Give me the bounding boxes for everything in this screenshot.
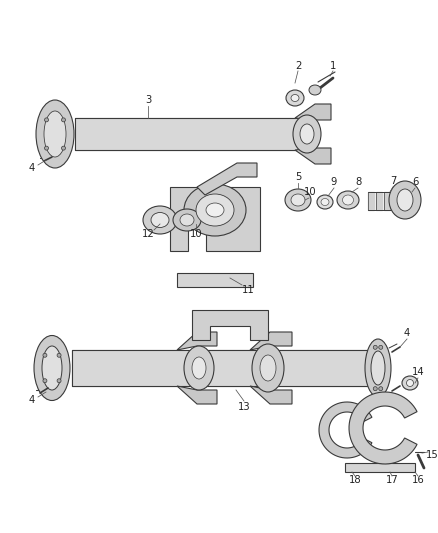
Ellipse shape [343, 195, 353, 205]
Text: 11: 11 [242, 285, 254, 295]
Polygon shape [392, 192, 398, 210]
Ellipse shape [373, 386, 377, 391]
Ellipse shape [406, 379, 413, 386]
Ellipse shape [291, 94, 299, 101]
Ellipse shape [45, 118, 49, 122]
Text: 10: 10 [190, 229, 202, 239]
Text: 7: 7 [390, 176, 396, 186]
Ellipse shape [365, 339, 391, 397]
Ellipse shape [206, 203, 224, 217]
Ellipse shape [34, 335, 70, 400]
Text: 13: 13 [238, 402, 250, 412]
Ellipse shape [321, 198, 329, 206]
Text: 12: 12 [141, 229, 154, 239]
Polygon shape [295, 148, 331, 164]
Text: 2: 2 [295, 61, 301, 71]
Ellipse shape [293, 115, 321, 153]
Polygon shape [177, 386, 217, 404]
Polygon shape [250, 332, 292, 350]
Ellipse shape [379, 386, 383, 391]
Ellipse shape [43, 379, 47, 383]
Ellipse shape [36, 100, 74, 168]
Ellipse shape [45, 146, 49, 150]
Text: 5: 5 [295, 172, 301, 182]
Polygon shape [170, 187, 260, 251]
Ellipse shape [184, 184, 246, 236]
Ellipse shape [397, 189, 413, 211]
Text: 10: 10 [304, 187, 316, 197]
Polygon shape [295, 104, 331, 120]
Ellipse shape [291, 194, 305, 206]
Ellipse shape [300, 124, 314, 144]
Ellipse shape [196, 194, 234, 226]
Ellipse shape [61, 118, 66, 122]
Ellipse shape [373, 345, 377, 349]
Text: 15: 15 [426, 450, 438, 460]
Polygon shape [384, 192, 390, 210]
Polygon shape [349, 392, 417, 464]
Polygon shape [376, 192, 382, 210]
Ellipse shape [143, 206, 177, 234]
Ellipse shape [184, 346, 214, 390]
Text: 1: 1 [330, 61, 336, 71]
Ellipse shape [260, 355, 276, 381]
Text: 4: 4 [29, 163, 35, 173]
Ellipse shape [309, 85, 321, 95]
Text: 9: 9 [331, 177, 337, 187]
Ellipse shape [285, 189, 311, 211]
Ellipse shape [44, 111, 66, 157]
Ellipse shape [43, 353, 47, 357]
Ellipse shape [57, 379, 61, 383]
Text: 4: 4 [29, 395, 35, 405]
Polygon shape [177, 332, 217, 350]
Polygon shape [319, 402, 372, 458]
Polygon shape [345, 463, 415, 472]
Text: 4: 4 [404, 328, 410, 338]
Text: 14: 14 [412, 367, 424, 377]
Ellipse shape [317, 195, 333, 209]
Text: 6: 6 [412, 177, 418, 187]
Polygon shape [368, 192, 374, 210]
Text: 3: 3 [145, 95, 151, 105]
Polygon shape [250, 386, 292, 404]
Ellipse shape [57, 353, 61, 357]
Polygon shape [192, 310, 268, 340]
Ellipse shape [151, 213, 169, 228]
Ellipse shape [337, 191, 359, 209]
Ellipse shape [61, 146, 66, 150]
Text: 17: 17 [385, 475, 399, 485]
Ellipse shape [173, 209, 201, 231]
Ellipse shape [402, 376, 418, 390]
Ellipse shape [389, 181, 421, 219]
Ellipse shape [286, 90, 304, 106]
Text: 18: 18 [349, 475, 361, 485]
Text: 16: 16 [412, 475, 424, 485]
Polygon shape [177, 273, 253, 287]
Polygon shape [400, 192, 406, 210]
Ellipse shape [192, 357, 206, 379]
Polygon shape [197, 163, 257, 195]
Ellipse shape [42, 346, 62, 390]
Ellipse shape [180, 214, 194, 226]
Ellipse shape [371, 351, 385, 385]
Ellipse shape [379, 345, 383, 349]
Ellipse shape [252, 344, 284, 392]
Text: 8: 8 [355, 177, 361, 187]
Polygon shape [408, 192, 414, 210]
